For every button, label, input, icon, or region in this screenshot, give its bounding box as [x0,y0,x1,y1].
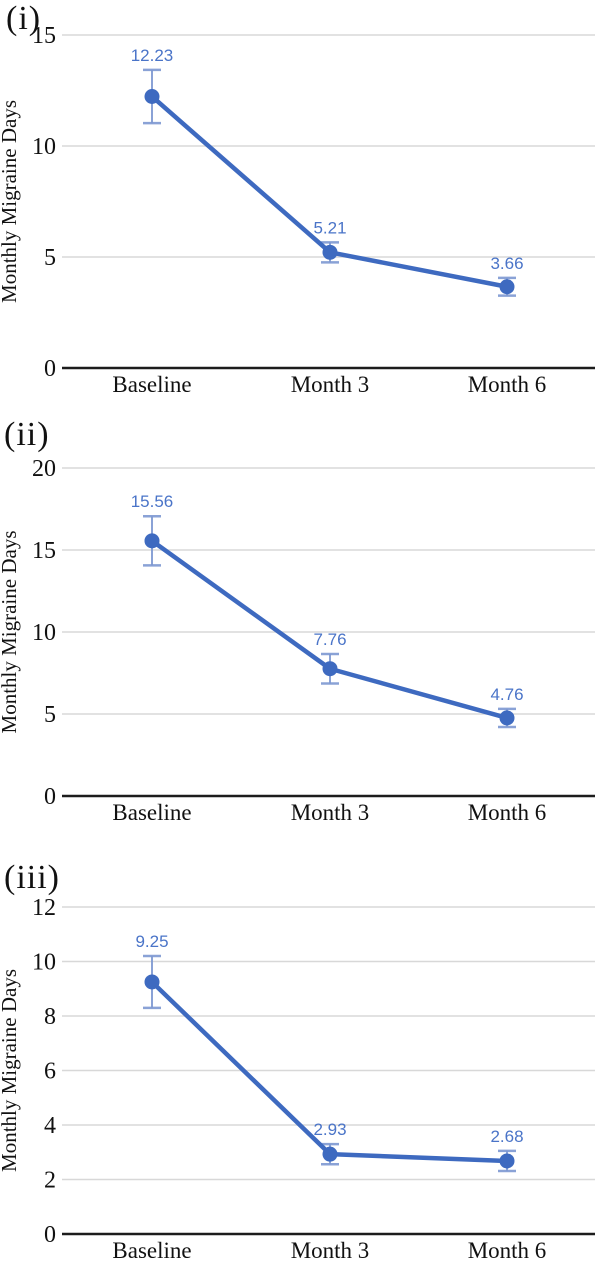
svg-text:10: 10 [32,620,56,646]
svg-text:Month 6: Month 6 [468,372,547,397]
svg-text:15.56: 15.56 [131,492,174,511]
svg-text:8: 8 [44,1004,56,1030]
svg-text:Month 3: Month 3 [291,1238,370,1263]
chart-iii-panel-label: (iii) [4,859,60,896]
chart-ii-plot: 0 5 10 15 20 Monthly Migraine Days Baseline Mon… [0,456,595,825]
svg-text:20: 20 [32,456,56,482]
svg-text:Monthly Migraine Days: Monthly Migraine Days [0,531,21,734]
svg-text:Month 6: Month 6 [468,1238,547,1263]
svg-text:0: 0 [44,1222,56,1248]
svg-text:12: 12 [32,895,56,921]
chart-i-plot: 0 5 10 15 Monthly Migraine Days Baseline Month… [0,23,595,397]
chart-ii-panel-label: (ii) [4,416,50,453]
svg-text:15: 15 [32,538,56,564]
svg-text:3.66: 3.66 [490,254,523,273]
chart-ii: (ii) 0 5 10 15 20 Monthly Migraine Days Baseli… [0,400,600,845]
svg-text:2.68: 2.68 [490,1127,523,1146]
svg-text:15: 15 [32,23,56,49]
svg-text:Monthly Migraine Days: Monthly Migraine Days [0,100,21,303]
svg-text:0: 0 [44,784,56,810]
svg-text:Baseline: Baseline [112,1238,191,1263]
svg-text:Month 6: Month 6 [468,800,547,825]
chart-i: (i) 0 5 10 15 Monthly Migraine Days Baseline M… [0,0,600,400]
svg-text:Month 3: Month 3 [291,372,370,397]
svg-text:Month 3: Month 3 [291,800,370,825]
chart-iii: (iii) 0 2 4 6 8 10 12 Monthly Migraine Days Base… [0,845,600,1263]
chart-i-panel-label: (i) [6,0,42,37]
svg-text:Monthly Migraine Days: Monthly Migraine Days [0,969,21,1172]
svg-text:12.23: 12.23 [131,46,174,65]
chart-iii-plot: 0 2 4 6 8 10 12 Monthly Migraine Days Baseline Mo… [0,895,595,1263]
svg-text:5.21: 5.21 [313,218,346,237]
svg-text:9.25: 9.25 [135,932,168,951]
svg-text:2: 2 [44,1168,56,1194]
svg-text:10: 10 [32,950,56,976]
svg-text:10: 10 [32,134,56,160]
svg-text:7.76: 7.76 [313,630,346,649]
svg-text:5: 5 [44,245,56,271]
svg-text:Baseline: Baseline [112,372,191,397]
svg-text:0: 0 [44,356,56,382]
svg-text:2.93: 2.93 [313,1120,346,1139]
svg-text:5: 5 [44,702,56,728]
svg-text:Baseline: Baseline [112,800,191,825]
svg-text:6: 6 [44,1059,56,1085]
svg-text:4: 4 [44,1113,56,1139]
svg-text:4.76: 4.76 [490,685,523,704]
